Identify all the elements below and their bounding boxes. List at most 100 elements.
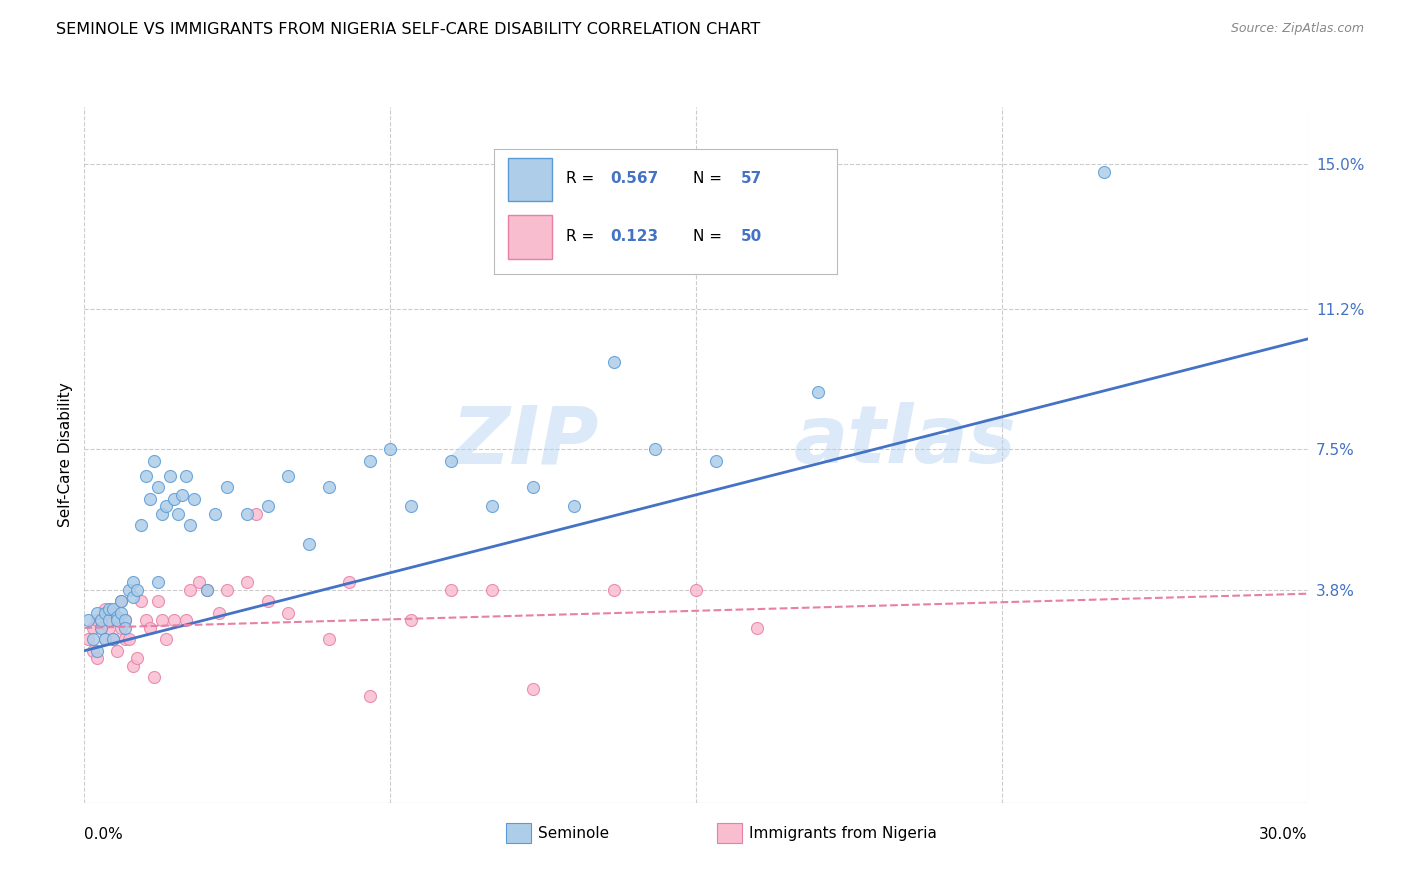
Point — [163, 491, 186, 506]
Point — [1092, 164, 1115, 178]
Point — [97, 613, 120, 627]
Point — [110, 621, 132, 635]
Point — [93, 632, 117, 647]
Point — [122, 659, 145, 673]
Point — [277, 468, 299, 483]
Point — [522, 681, 544, 696]
Point — [90, 613, 112, 627]
Point — [105, 613, 128, 627]
Point — [150, 613, 173, 627]
Point — [101, 632, 124, 647]
Point — [90, 621, 112, 635]
Point — [167, 507, 190, 521]
Point — [155, 632, 177, 647]
Point — [236, 575, 259, 590]
Point — [603, 355, 626, 369]
Text: atlas: atlas — [794, 402, 1017, 480]
Point — [131, 594, 153, 608]
Point — [399, 500, 422, 514]
Point — [176, 468, 198, 483]
Point — [298, 537, 321, 551]
Point — [122, 575, 145, 590]
Point — [110, 594, 132, 608]
Point — [706, 453, 728, 467]
Point — [236, 507, 259, 521]
Point — [93, 606, 117, 620]
Point — [183, 491, 205, 506]
Point — [481, 500, 503, 514]
Point — [146, 575, 169, 590]
Point — [86, 644, 108, 658]
Point — [118, 582, 141, 597]
Text: Seminole: Seminole — [538, 826, 610, 840]
Point — [97, 621, 120, 635]
Text: ZIP: ZIP — [451, 402, 598, 480]
Point — [101, 602, 124, 616]
Point — [179, 518, 201, 533]
Point — [318, 480, 340, 494]
Point — [150, 507, 173, 521]
Point — [204, 507, 226, 521]
Point — [114, 613, 136, 627]
Y-axis label: Self-Care Disability: Self-Care Disability — [58, 383, 73, 527]
Point — [138, 621, 160, 635]
Point — [93, 602, 117, 616]
Point — [105, 613, 128, 627]
Point — [522, 480, 544, 494]
Point — [176, 613, 198, 627]
Point — [101, 606, 124, 620]
Point — [195, 582, 218, 597]
Point — [217, 480, 239, 494]
Point — [163, 613, 186, 627]
Point — [159, 468, 181, 483]
Point — [257, 594, 280, 608]
Point — [318, 632, 340, 647]
Point — [86, 606, 108, 620]
Point — [277, 606, 299, 620]
Point — [257, 500, 280, 514]
Text: Immigrants from Nigeria: Immigrants from Nigeria — [749, 826, 938, 840]
Point — [440, 582, 463, 597]
Point — [90, 613, 112, 627]
Point — [82, 632, 104, 647]
Point — [93, 632, 117, 647]
Point — [114, 621, 136, 635]
Point — [142, 670, 165, 684]
Point — [127, 582, 149, 597]
Point — [97, 602, 120, 616]
Point — [122, 591, 145, 605]
Point — [245, 507, 267, 521]
Text: SEMINOLE VS IMMIGRANTS FROM NIGERIA SELF-CARE DISABILITY CORRELATION CHART: SEMINOLE VS IMMIGRANTS FROM NIGERIA SELF… — [56, 22, 761, 37]
Point — [142, 453, 165, 467]
Point — [82, 644, 104, 658]
Point — [86, 651, 108, 665]
Point — [110, 594, 132, 608]
Point — [562, 500, 585, 514]
Point — [146, 480, 169, 494]
Point — [77, 632, 100, 647]
Point — [172, 488, 194, 502]
Text: 30.0%: 30.0% — [1260, 827, 1308, 841]
Point — [105, 609, 128, 624]
Point — [138, 491, 160, 506]
Point — [440, 453, 463, 467]
Point — [77, 613, 100, 627]
Point — [359, 690, 381, 704]
Point — [127, 651, 149, 665]
Point — [114, 613, 136, 627]
Point — [146, 594, 169, 608]
Point — [118, 632, 141, 647]
Text: Source: ZipAtlas.com: Source: ZipAtlas.com — [1230, 22, 1364, 36]
Point — [114, 632, 136, 647]
Point — [131, 518, 153, 533]
Point — [90, 621, 112, 635]
Point — [155, 500, 177, 514]
Point — [747, 621, 769, 635]
Point — [101, 632, 124, 647]
Point — [86, 613, 108, 627]
Point — [380, 442, 402, 457]
Point — [807, 385, 830, 400]
Point — [187, 575, 209, 590]
Point — [135, 613, 157, 627]
Point — [179, 582, 201, 597]
